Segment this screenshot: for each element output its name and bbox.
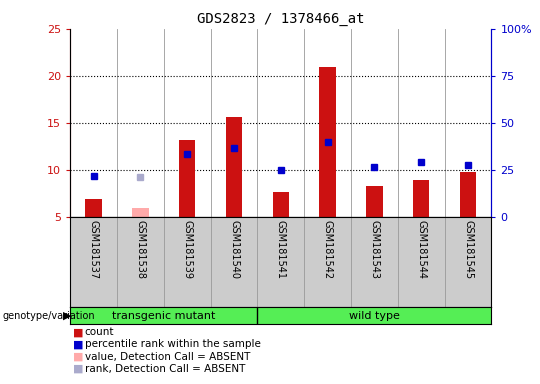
Bar [320,67,336,217]
Text: GSM181540: GSM181540 [229,220,239,279]
Title: GDS2823 / 1378466_at: GDS2823 / 1378466_at [197,12,364,26]
Text: GSM181537: GSM181537 [89,220,99,279]
Bar [273,192,289,217]
Bar [444,29,491,217]
Bar [258,29,304,217]
Text: GSM181538: GSM181538 [136,220,145,279]
Bar [460,172,476,217]
Bar [211,29,258,217]
Bar [366,186,383,217]
Text: value, Detection Call = ABSENT: value, Detection Call = ABSENT [85,352,250,362]
Text: GSM181541: GSM181541 [276,220,286,279]
Bar [413,180,429,217]
Bar [117,29,164,217]
Text: ■: ■ [73,352,83,362]
Bar [304,29,351,217]
Bar [226,117,242,217]
Bar [164,29,211,217]
Bar [85,199,102,217]
Text: ■: ■ [73,364,83,374]
Text: ▶: ▶ [63,311,72,321]
Text: GSM181545: GSM181545 [463,220,473,279]
Text: GSM181539: GSM181539 [182,220,192,279]
Bar [351,29,398,217]
Text: GSM181543: GSM181543 [369,220,380,279]
Text: genotype/variation: genotype/variation [3,311,96,321]
Text: GSM181544: GSM181544 [416,220,426,279]
Text: GSM181542: GSM181542 [322,220,333,279]
Bar [70,29,117,217]
Text: transgenic mutant: transgenic mutant [112,311,215,321]
Bar [398,29,444,217]
Text: count: count [85,327,114,337]
Text: ■: ■ [73,327,83,337]
Text: wild type: wild type [349,311,400,321]
Text: ■: ■ [73,339,83,349]
Bar [179,140,195,217]
Text: rank, Detection Call = ABSENT: rank, Detection Call = ABSENT [85,364,245,374]
Bar [132,209,149,217]
Text: percentile rank within the sample: percentile rank within the sample [85,339,261,349]
